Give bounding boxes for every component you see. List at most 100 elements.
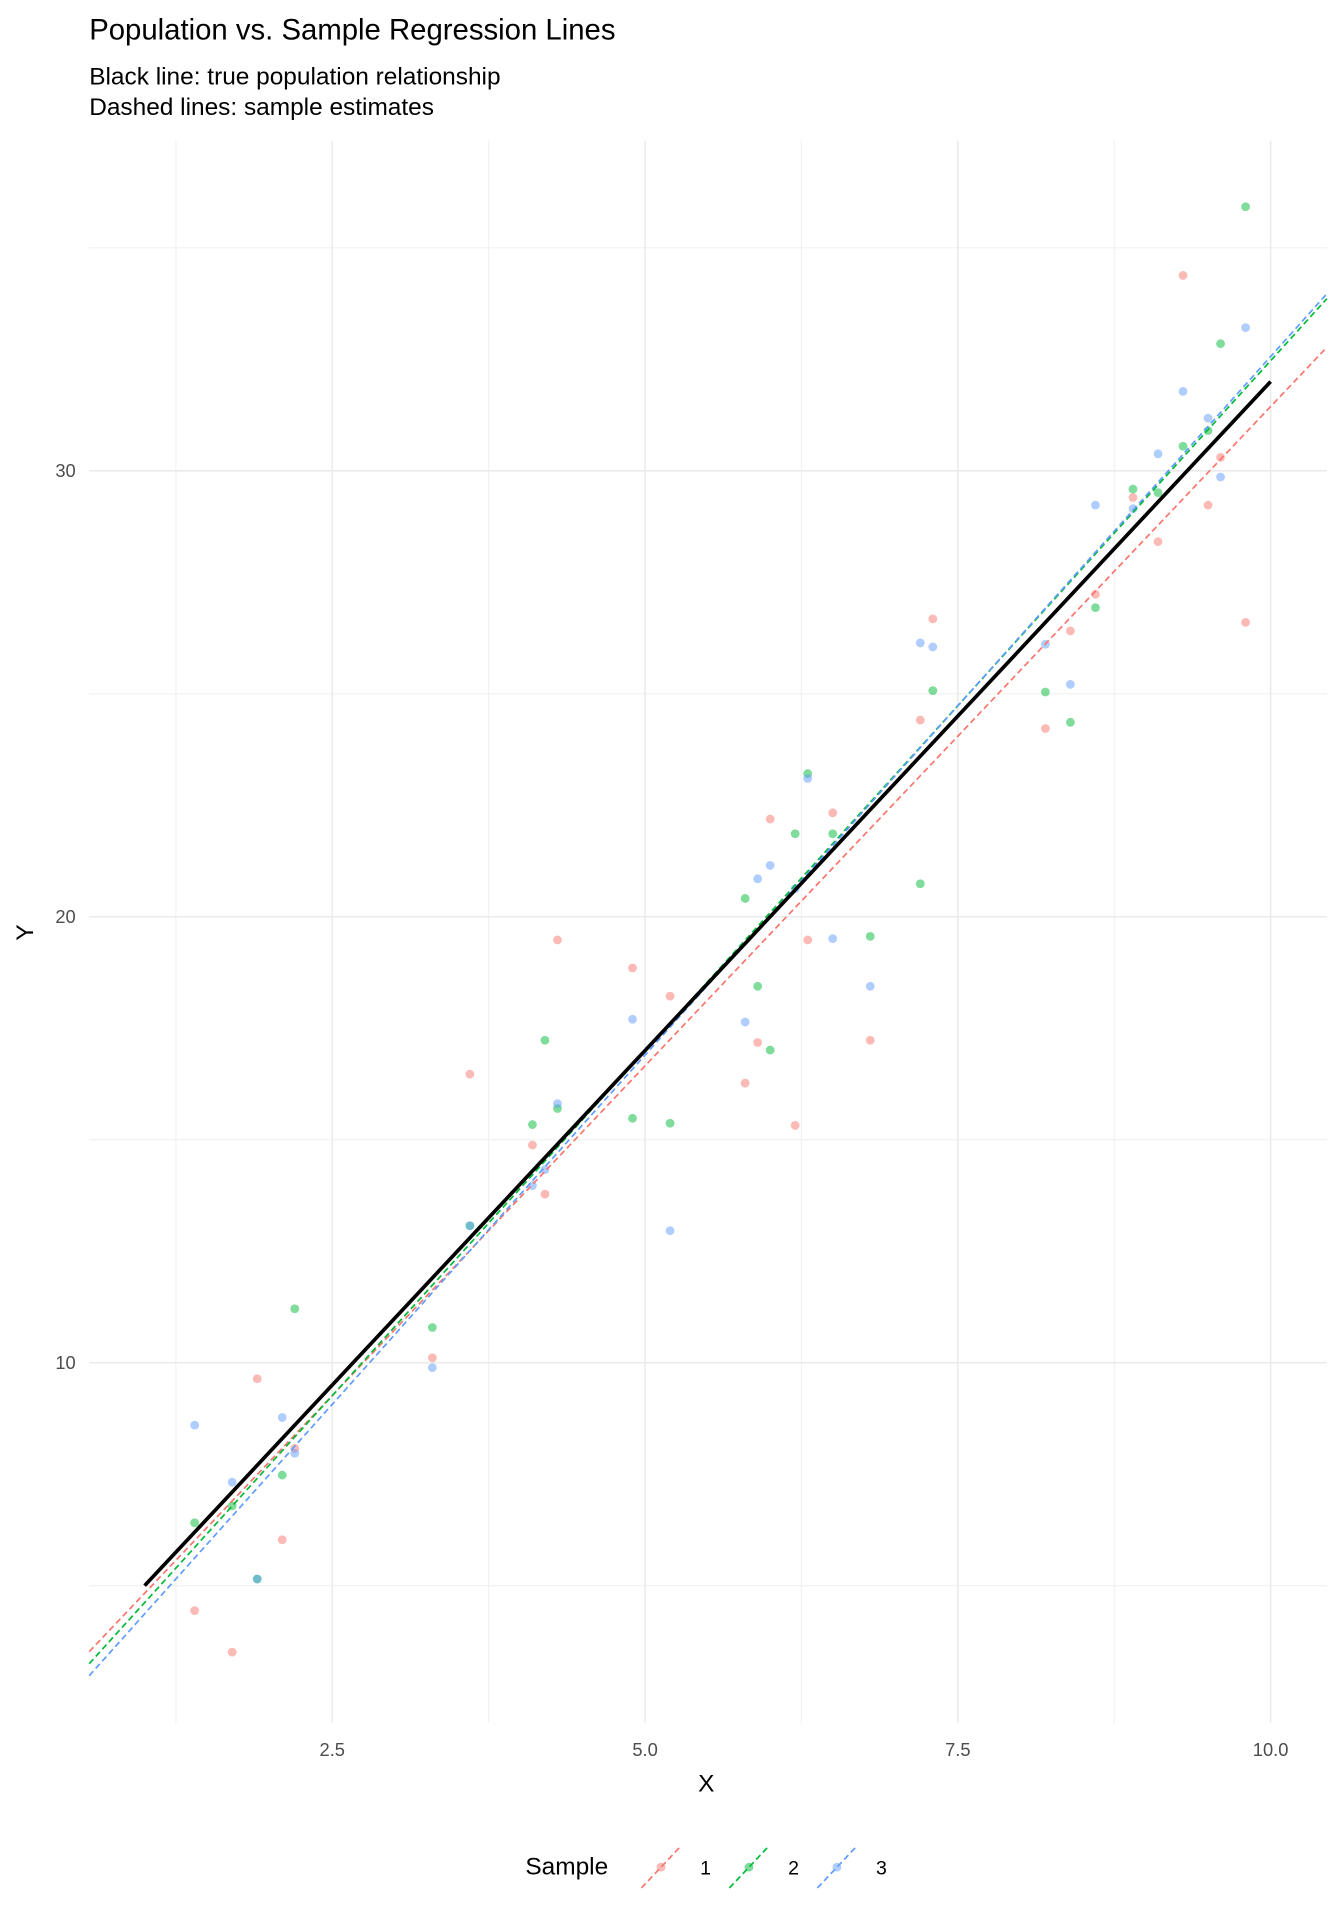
data-point [528, 1140, 537, 1150]
y-tick-label: 30 [55, 460, 75, 481]
data-point [277, 1413, 287, 1422]
data-point [665, 991, 675, 1001]
data-point [190, 1518, 200, 1528]
data-point [427, 1353, 437, 1363]
legend-key-point [656, 1862, 666, 1872]
data-point [1128, 493, 1138, 502]
x-tick-label: 5.0 [632, 1739, 657, 1760]
data-point [540, 1035, 550, 1045]
data-point [828, 808, 838, 818]
data-point [753, 874, 763, 884]
data-point [252, 1574, 262, 1584]
data-point [1178, 387, 1188, 396]
data-point [1178, 441, 1188, 451]
data-point [1128, 484, 1138, 494]
data-point [790, 829, 800, 839]
legend-label: 3 [876, 1858, 887, 1880]
data-point [465, 1221, 475, 1231]
data-point [227, 1647, 237, 1657]
data-point [1178, 271, 1188, 280]
chart-subtitle: Dashed lines: sample estimates [89, 94, 434, 121]
data-point [553, 1099, 562, 1108]
data-point [915, 638, 925, 648]
data-point [765, 861, 775, 870]
data-point [1066, 679, 1075, 689]
y-axis-label: Y [12, 924, 39, 940]
data-point [1203, 413, 1213, 423]
data-point [290, 1448, 300, 1458]
data-point [1066, 717, 1075, 727]
data-point [765, 814, 775, 824]
data-point [753, 981, 763, 991]
data-point [290, 1304, 300, 1314]
x-tick-label: 7.5 [945, 1739, 970, 1760]
data-point [553, 935, 562, 945]
data-point [740, 1017, 750, 1027]
legend-key-point [744, 1862, 754, 1872]
data-point [865, 931, 875, 941]
data-point [1153, 488, 1163, 498]
chart-subtitle: Black line: true population relationship [89, 64, 500, 91]
data-point [790, 1121, 800, 1130]
data-point [628, 1014, 637, 1024]
data-point [1041, 724, 1050, 733]
data-point [740, 894, 750, 903]
data-point [427, 1323, 437, 1332]
data-point [765, 1045, 775, 1055]
data-point [528, 1120, 537, 1129]
legend-key-point [832, 1862, 842, 1872]
legend-label: 2 [788, 1858, 799, 1880]
data-point [252, 1374, 262, 1384]
data-point [1153, 449, 1163, 459]
y-tick-label: 20 [55, 906, 75, 927]
data-point [1241, 202, 1250, 212]
data-point [227, 1477, 237, 1487]
data-point [915, 715, 925, 725]
data-point [277, 1470, 287, 1480]
x-axis-label: X [698, 1770, 714, 1797]
data-point [540, 1165, 550, 1174]
data-point [1216, 453, 1225, 462]
data-point [1241, 323, 1250, 333]
data-point [1153, 537, 1163, 547]
data-point [865, 981, 875, 991]
legend-label: 1 [700, 1858, 711, 1880]
data-point [753, 1038, 763, 1047]
data-point [928, 642, 938, 652]
data-point [190, 1420, 200, 1430]
population-line [143, 380, 1272, 1587]
data-point [628, 1113, 637, 1123]
data-point [628, 963, 637, 973]
data-point [1066, 626, 1075, 636]
data-point [1041, 687, 1050, 697]
y-tick-label: 10 [55, 1352, 75, 1373]
x-tick-label: 10.0 [1253, 1739, 1289, 1760]
data-point [828, 934, 838, 943]
data-point [1091, 603, 1100, 613]
data-point [740, 1078, 750, 1088]
data-point [277, 1535, 287, 1545]
data-point [1203, 500, 1213, 510]
x-tick-label: 2.5 [320, 1739, 345, 1760]
data-point [803, 935, 813, 945]
data-point [665, 1118, 675, 1128]
data-point [1216, 472, 1225, 482]
legend-title: Sample [525, 1854, 608, 1881]
data-point [1091, 589, 1100, 599]
data-point [928, 686, 938, 696]
data-point [665, 1226, 675, 1236]
data-point [1216, 339, 1225, 349]
data-point [915, 879, 925, 889]
data-point [427, 1363, 437, 1372]
data-point [465, 1069, 475, 1079]
data-point [828, 829, 838, 839]
data-point [1091, 500, 1100, 510]
data-point [803, 774, 813, 783]
data-point [865, 1035, 875, 1045]
sample-fit-line [88, 293, 1328, 1677]
sample-fit-line [88, 346, 1328, 1653]
data-point [928, 614, 938, 624]
data-point [1241, 618, 1250, 627]
chart-title: Population vs. Sample Regression Lines [89, 13, 615, 46]
